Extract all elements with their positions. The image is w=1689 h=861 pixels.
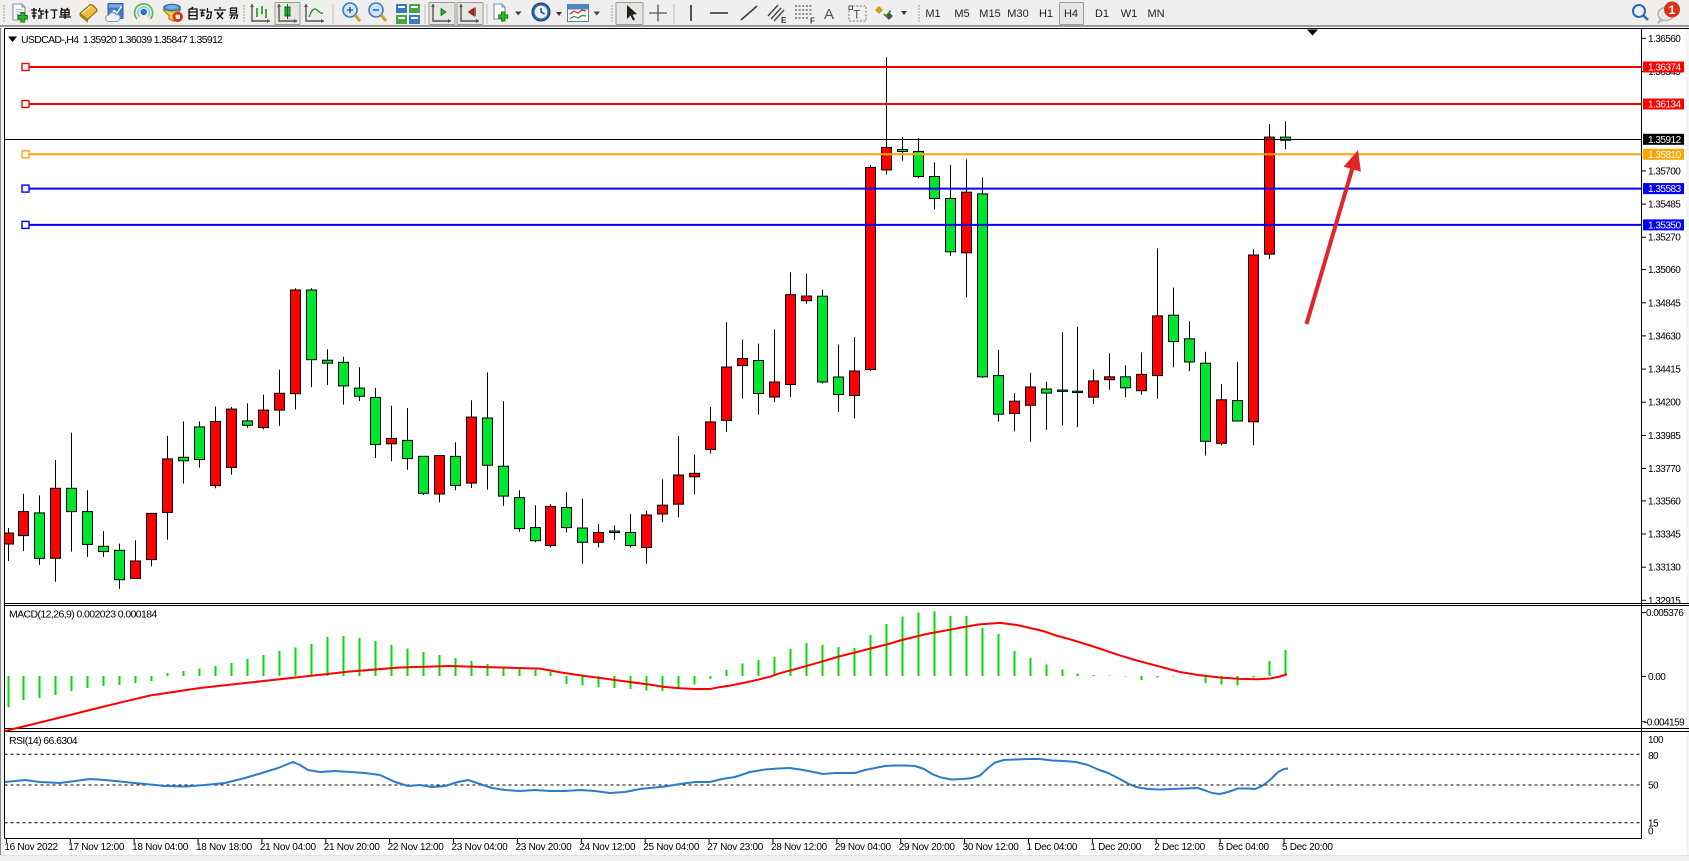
svg-text:23 Nov 04:00: 23 Nov 04:00 [452, 842, 509, 853]
svg-text:A: A [824, 6, 834, 23]
svg-text:17 Nov 12:00: 17 Nov 12:00 [68, 842, 125, 853]
svg-text:24 Nov 12:00: 24 Nov 12:00 [579, 842, 636, 853]
svg-text:21 Nov 04:00: 21 Nov 04:00 [260, 842, 317, 853]
svg-text:0.00: 0.00 [1648, 672, 1666, 683]
svg-text:1.33770: 1.33770 [1648, 464, 1681, 475]
svg-text:1.35270: 1.35270 [1648, 233, 1681, 244]
svg-text:5 Dec 04:00: 5 Dec 04:00 [1218, 842, 1269, 853]
svg-text:16 Nov 2022: 16 Nov 2022 [4, 842, 58, 853]
svg-text:50: 50 [1648, 781, 1659, 792]
svg-text:1 Dec 04:00: 1 Dec 04:00 [1026, 842, 1077, 853]
svg-text:1.34200: 1.34200 [1648, 398, 1681, 409]
svg-text:1.36134: 1.36134 [1648, 100, 1682, 111]
svg-text:H1: H1 [1039, 8, 1053, 20]
svg-text:1.34415: 1.34415 [1648, 365, 1681, 376]
svg-text:E: E [781, 16, 787, 25]
svg-text:H4: H4 [1064, 8, 1078, 20]
svg-text:100: 100 [1648, 735, 1664, 746]
svg-text:T: T [853, 8, 861, 22]
svg-text:0.005376: 0.005376 [1646, 608, 1684, 619]
svg-text:1.36560: 1.36560 [1648, 34, 1681, 45]
svg-text:1.35350: 1.35350 [1648, 220, 1682, 231]
svg-text:USDCAD-,H4 1.35920 1.36039 1.: USDCAD-,H4 1.35920 1.36039 1.35847 1.359… [21, 34, 223, 46]
svg-text:18 Nov 18:00: 18 Nov 18:00 [196, 842, 253, 853]
svg-text:MACD(12,26,9) 0.002023 0.00018: MACD(12,26,9) 0.002023 0.000184 [9, 609, 158, 621]
svg-text:1.33560: 1.33560 [1648, 496, 1681, 507]
svg-text:22 Nov 12:00: 22 Nov 12:00 [388, 842, 445, 853]
svg-text:0: 0 [1648, 827, 1654, 838]
svg-text:21 Nov 20:00: 21 Nov 20:00 [324, 842, 381, 853]
svg-text:29 Nov 20:00: 29 Nov 20:00 [899, 842, 956, 853]
svg-text:M5: M5 [954, 8, 969, 20]
svg-text:1: 1 [1669, 3, 1676, 17]
svg-text:-0.004159: -0.004159 [1644, 718, 1685, 729]
svg-text:1.33130: 1.33130 [1648, 563, 1681, 574]
svg-text:1.33345: 1.33345 [1648, 530, 1681, 541]
svg-text:1.35912: 1.35912 [1648, 135, 1682, 146]
svg-text:M1: M1 [925, 8, 940, 20]
svg-text:15: 15 [1648, 819, 1659, 830]
svg-text:80: 80 [1648, 751, 1659, 762]
svg-text:M15: M15 [979, 8, 1000, 20]
svg-text:1.35485: 1.35485 [1648, 200, 1681, 211]
svg-text:30 Nov 12:00: 30 Nov 12:00 [963, 842, 1020, 853]
svg-text:1.36374: 1.36374 [1648, 63, 1682, 74]
svg-text:1.35060: 1.35060 [1648, 265, 1681, 276]
svg-text:W1: W1 [1121, 8, 1138, 20]
svg-text:1.35583: 1.35583 [1648, 184, 1682, 195]
svg-text:1.35700: 1.35700 [1648, 166, 1681, 177]
svg-text:1.34845: 1.34845 [1648, 298, 1681, 309]
svg-text:RSI(14) 66.6304: RSI(14) 66.6304 [9, 735, 78, 747]
svg-text:18 Nov 04:00: 18 Nov 04:00 [132, 842, 189, 853]
svg-text:M30: M30 [1007, 8, 1028, 20]
svg-text:25 Nov 04:00: 25 Nov 04:00 [643, 842, 700, 853]
svg-text:27 Nov 23:00: 27 Nov 23:00 [707, 842, 764, 853]
svg-text:1.35810: 1.35810 [1648, 150, 1682, 161]
svg-text:F: F [810, 17, 815, 26]
svg-text:MN: MN [1147, 8, 1164, 20]
svg-text:1.32915: 1.32915 [1648, 596, 1681, 607]
svg-text:1.34630: 1.34630 [1648, 331, 1681, 342]
svg-text:23 Nov 20:00: 23 Nov 20:00 [515, 842, 572, 853]
svg-text:1.33985: 1.33985 [1648, 431, 1681, 442]
svg-text:28 Nov 12:00: 28 Nov 12:00 [771, 842, 828, 853]
svg-text:5 Dec 20:00: 5 Dec 20:00 [1282, 842, 1333, 853]
svg-text:D1: D1 [1095, 8, 1109, 20]
svg-text:29 Nov 04:00: 29 Nov 04:00 [835, 842, 892, 853]
svg-text:2 Dec 12:00: 2 Dec 12:00 [1154, 842, 1205, 853]
svg-text:1 Dec 20:00: 1 Dec 20:00 [1090, 842, 1141, 853]
